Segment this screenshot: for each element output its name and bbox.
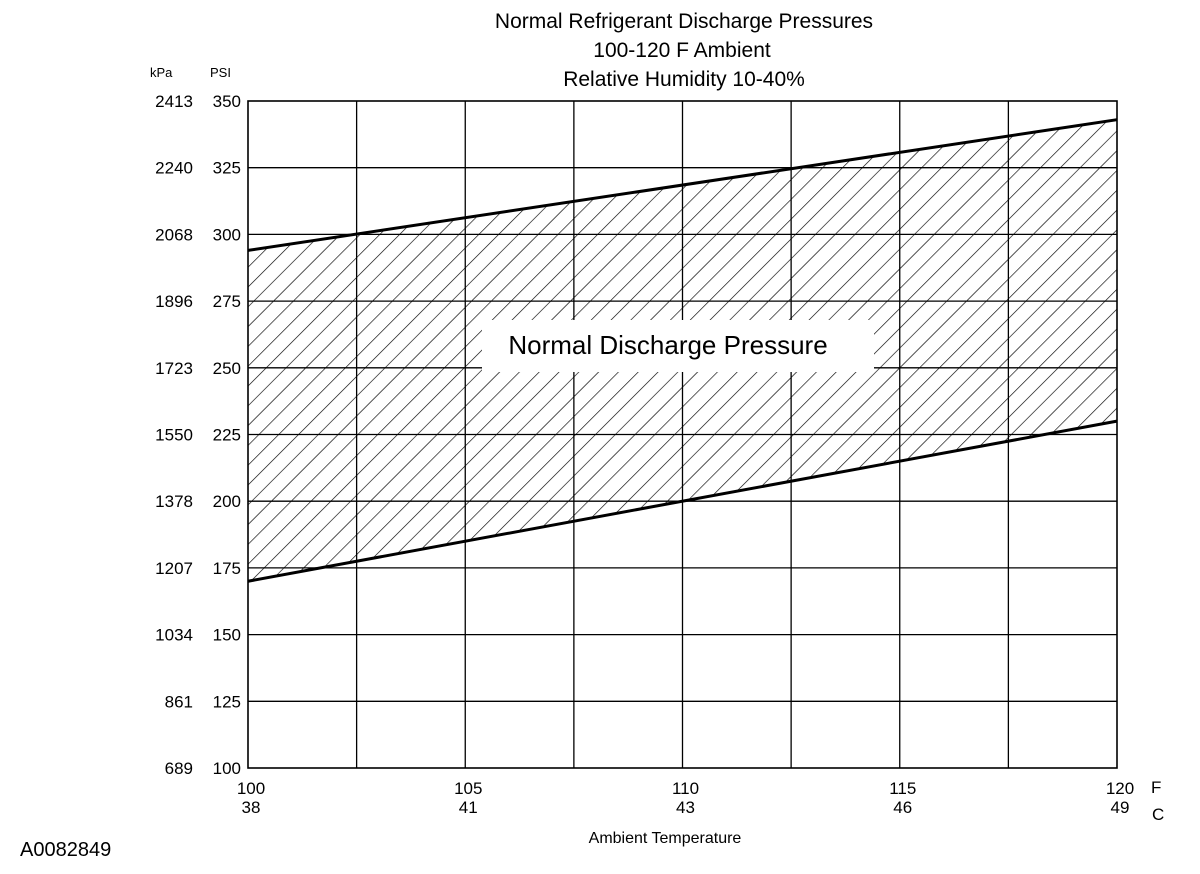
y-tick-psi: 350 xyxy=(213,92,241,111)
y-unit-kpa: kPa xyxy=(150,65,173,80)
y-tick-psi: 175 xyxy=(213,559,241,578)
y-tick-kpa: 1034 xyxy=(155,626,193,645)
x-tick-fahrenheit: 115 xyxy=(889,779,916,798)
y-unit-psi: PSI xyxy=(210,65,231,80)
y-tick-kpa: 2413 xyxy=(155,92,193,111)
lower-bound-line xyxy=(247,419,1118,583)
y-tick-psi: 200 xyxy=(213,492,241,511)
y-tick-labels: 100 689 125 861 150 1034 175 1207 200 1378 225 1550… xyxy=(155,92,241,778)
y-tick-psi: 150 xyxy=(213,626,241,645)
upper-bound-line xyxy=(247,118,1118,252)
x-tick-celsius: 46 xyxy=(893,798,912,817)
y-tick-kpa: 861 xyxy=(165,692,193,711)
x-axis-label: Ambient Temperature xyxy=(589,830,742,847)
x-tick-fahrenheit: 120 xyxy=(1106,779,1134,798)
y-tick-kpa: 1550 xyxy=(155,426,193,445)
x-unit-fahrenheit: F xyxy=(1151,778,1161,797)
y-tick-psi: 250 xyxy=(213,359,241,378)
x-tick-celsius: 43 xyxy=(676,798,695,817)
x-tick-fahrenheit: 105 xyxy=(454,779,482,798)
x-tick-celsius: 41 xyxy=(459,798,478,817)
chart-title: Normal Refrigerant Discharge Pressures 1… xyxy=(495,10,873,91)
y-tick-psi: 300 xyxy=(213,225,241,244)
y-tick-psi: 100 xyxy=(213,759,241,778)
y-tick-psi: 325 xyxy=(213,159,241,178)
y-tick-psi: 125 xyxy=(213,692,241,711)
chart-title-line-2: 100-120 F Ambient xyxy=(593,39,771,62)
x-tick-fahrenheit: 100 xyxy=(237,779,265,798)
band-boundary-lines xyxy=(247,118,1118,583)
y-tick-kpa: 1896 xyxy=(155,292,193,311)
band-label: Normal Discharge Pressure xyxy=(508,330,827,360)
x-tick-celsius: 49 xyxy=(1111,798,1130,817)
plot-frame xyxy=(247,100,1118,769)
y-tick-psi: 225 xyxy=(213,426,241,445)
y-tick-kpa: 1378 xyxy=(155,492,193,511)
x-tick-fahrenheit: 110 xyxy=(672,779,699,798)
figure-id: A0082849 xyxy=(20,839,111,861)
y-tick-kpa: 2240 xyxy=(155,159,193,178)
y-tick-kpa: 1723 xyxy=(155,359,193,378)
grid-lines xyxy=(248,101,1117,768)
chart-title-line-1: Normal Refrigerant Discharge Pressures xyxy=(495,10,873,33)
chart-title-line-3: Relative Humidity 10-40% xyxy=(563,68,805,91)
y-tick-kpa: 689 xyxy=(165,759,193,778)
y-tick-kpa: 2068 xyxy=(155,225,193,244)
x-tick-celsius: 38 xyxy=(242,798,261,817)
band-label-background xyxy=(482,320,874,372)
y-tick-psi: 275 xyxy=(213,292,241,311)
x-unit-celsius: C xyxy=(1152,805,1164,824)
y-tick-kpa: 1207 xyxy=(155,559,193,578)
